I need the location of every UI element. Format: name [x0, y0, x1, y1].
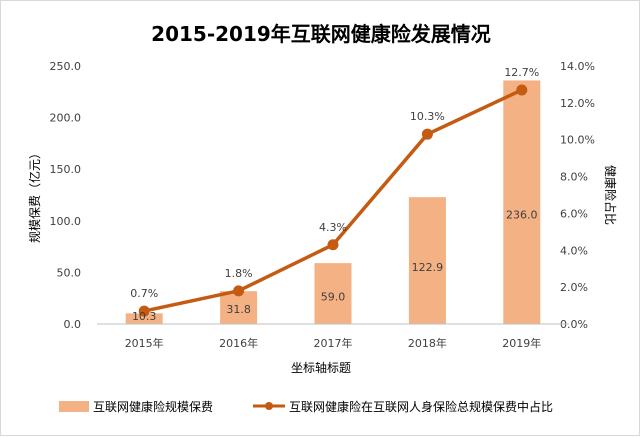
y-tick-label: 200.0 — [50, 112, 82, 125]
y-tick-label: 250.0 — [50, 60, 82, 73]
legend-label-bar: 互联网健康险规模保费 — [93, 399, 213, 414]
bar — [503, 80, 541, 324]
y2-tick-label: 4.0% — [560, 244, 588, 257]
x-tick-label: 2017年 — [314, 336, 353, 350]
bar-data-label: 31.8 — [226, 303, 251, 316]
x-tick-label: 2018年 — [408, 336, 447, 350]
y2-tick-label: 14.0% — [560, 60, 595, 73]
bar-data-label: 59.0 — [321, 291, 346, 304]
line-data-label: 10.3% — [410, 110, 445, 123]
bar — [408, 197, 446, 324]
bar — [220, 291, 258, 324]
line-point — [233, 285, 245, 297]
y2-tick-label: 0.0% — [560, 318, 588, 331]
bar — [125, 313, 163, 324]
line-point — [327, 239, 339, 251]
line-data-label: 0.7% — [130, 287, 158, 300]
x-tick-label: 2019年 — [502, 336, 541, 350]
bar-data-label: 122.9 — [412, 261, 444, 274]
y-tick-label: 50.0 — [57, 266, 82, 279]
y2-tick-label: 12.0% — [560, 97, 595, 110]
bar-data-label: 10.3 — [132, 310, 157, 323]
x-tick-label: 2015年 — [125, 336, 164, 350]
legend-swatch-bar — [59, 401, 89, 412]
y-tick-label: 100.0 — [50, 215, 82, 228]
y2-tick-label: 10.0% — [560, 134, 595, 147]
y-tick-label: 150.0 — [50, 163, 82, 176]
line-data-label: 4.3% — [319, 221, 347, 234]
y2-tick-label: 2.0% — [560, 281, 588, 294]
bar — [314, 263, 352, 324]
bar-data-label: 236.0 — [506, 208, 538, 221]
legend-marker-line — [265, 402, 273, 410]
y2-tick-label: 8.0% — [560, 171, 588, 184]
plot-area: 0.0 50.0 100.0 150.0 200.0 250.0 0.0% 2.0% 4.0% 6… — [50, 60, 595, 350]
line-data-label: 1.8% — [225, 267, 253, 280]
y-axis-title: 规模保费（亿元） — [27, 147, 42, 243]
line-point — [516, 84, 528, 96]
x-tick-label: 2016年 — [219, 336, 258, 350]
y2-axis-title: 健康险占比 — [603, 165, 618, 225]
y2-tick-label: 6.0% — [560, 207, 588, 220]
line-point — [421, 128, 433, 140]
x-axis-title: 坐标轴标题 — [291, 360, 351, 375]
legend-label-line: 互联网健康险在互联网人身保险总规模保费中占比 — [289, 399, 553, 414]
line-point — [138, 305, 150, 317]
y-tick-label: 0.0 — [64, 318, 82, 331]
chart-title: 2015-2019年互联网健康险发展情况 — [151, 22, 491, 46]
legend: 互联网健康险规模保费 互联网健康险在互联网人身保险总规模保费中占比 — [59, 399, 553, 414]
line-data-label: 12.7% — [504, 66, 539, 79]
